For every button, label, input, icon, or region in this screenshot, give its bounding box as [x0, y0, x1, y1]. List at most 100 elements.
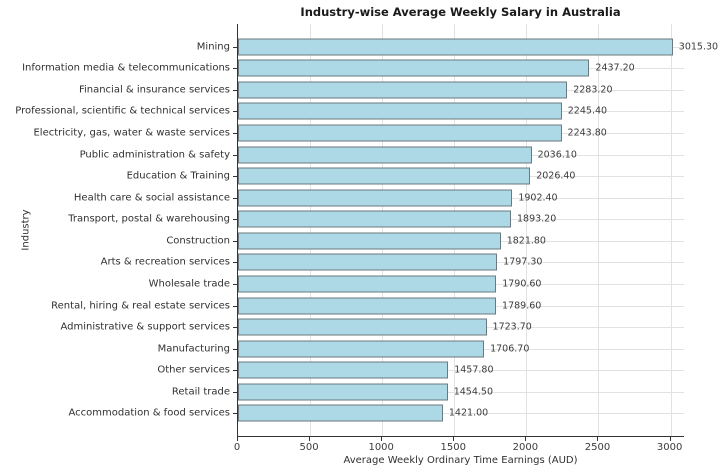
- y-tick-mark: [233, 176, 237, 178]
- category-label: Rental, hiring & real estate services: [51, 300, 230, 312]
- y-tick-mark: [233, 240, 237, 242]
- category-label: Wholesale trade: [148, 278, 230, 290]
- category-label: Accommodation & food services: [68, 407, 230, 419]
- x-axis: 0 500 1000 1500 2000 2500 3000: [233, 437, 684, 455]
- value-label: 1421.00: [448, 407, 489, 419]
- category-label: Financial & insurance services: [78, 84, 230, 96]
- bar-row: Rental, hiring & real estate services 178…: [51, 295, 684, 317]
- bar: [238, 297, 497, 315]
- value-label: 2283.20: [573, 84, 613, 96]
- y-axis-label: Industry: [20, 209, 32, 251]
- x-tick-mark: [453, 437, 455, 441]
- bar-row: Other services 1457.80: [157, 359, 684, 381]
- y-tick-mark: [233, 391, 237, 393]
- x-tick-mark: [381, 437, 383, 441]
- bar: [238, 253, 498, 271]
- category-label: Retail trade: [171, 386, 230, 398]
- category-label: Education & Training: [126, 170, 230, 182]
- x-tick-label: 0: [233, 442, 241, 453]
- x-tick-mark: [237, 437, 238, 441]
- vertical-gridline: [454, 24, 456, 436]
- value-label: 1706.70: [490, 343, 530, 355]
- value-label: 1790.60: [502, 278, 542, 290]
- bar-row: Public administration & safety 2036.10: [80, 144, 684, 166]
- bar-row: Retail trade 1454.50: [172, 381, 684, 403]
- category-label: Health care & social assistance: [73, 192, 230, 204]
- category-label: Information media & telecommunications: [22, 62, 230, 74]
- x-tick-label: 500: [299, 442, 319, 453]
- bar: [238, 340, 485, 358]
- value-label: 3015.30: [678, 41, 719, 53]
- bar-row: Financial & insurance services 2283.20: [79, 79, 684, 101]
- y-tick-mark: [233, 327, 237, 329]
- y-tick-mark: [233, 111, 237, 113]
- bar: [238, 81, 568, 99]
- horizontal-gridline: [238, 413, 684, 415]
- category-label: Other services: [157, 364, 230, 376]
- y-tick-mark: [233, 283, 237, 285]
- vertical-gridline: [526, 24, 528, 436]
- x-tick-label: 1500: [440, 442, 467, 453]
- bar: [238, 124, 562, 142]
- x-tick-mark: [525, 437, 527, 441]
- y-tick-mark: [233, 219, 237, 221]
- horizontal-gridline: [238, 370, 684, 372]
- x-tick-mark: [309, 437, 311, 441]
- vertical-gridline: [382, 24, 384, 436]
- bar: [238, 210, 511, 228]
- x-axis-label: Average Weekly Ordinary Time Earnings (A…: [343, 455, 578, 466]
- bar-row: Mining 3015.30: [197, 36, 718, 58]
- bar: [238, 318, 487, 336]
- category-label: Transport, postal & warehousing: [68, 213, 230, 225]
- y-tick-mark: [233, 262, 237, 264]
- y-tick-mark: [233, 370, 237, 372]
- x-tick-label: 2000: [512, 442, 539, 453]
- bar-row: Transport, postal & warehousing 1893.20: [68, 209, 684, 231]
- category-label: Arts & recreation services: [100, 256, 230, 268]
- x-tick-label: 3000: [656, 442, 683, 453]
- vertical-gridline: [598, 24, 600, 436]
- category-label: Administrative & support services: [60, 321, 230, 333]
- bar: [238, 59, 590, 77]
- bar-row: Health care & social assistance 1902.40: [74, 187, 684, 209]
- y-tick-mark: [233, 154, 237, 156]
- bar: [238, 102, 562, 120]
- y-tick-mark: [233, 68, 237, 70]
- value-label: 1797.30: [503, 256, 543, 268]
- value-label: 1457.80: [454, 364, 494, 376]
- category-label: Public administration & safety: [79, 149, 230, 161]
- value-label: 1902.40: [518, 192, 558, 204]
- value-label: 2437.20: [595, 62, 635, 74]
- x-tick-mark: [669, 437, 671, 441]
- value-label: 1789.60: [502, 300, 542, 312]
- y-tick-mark: [233, 46, 237, 48]
- category-label: Manufacturing: [157, 343, 230, 355]
- bar-row: Construction 1821.80: [166, 230, 684, 252]
- value-label: 2245.40: [567, 105, 608, 117]
- category-label: Professional, scientific & technical ser…: [15, 105, 230, 117]
- value-label: 2036.10: [537, 149, 577, 161]
- vertical-gridline: [310, 24, 312, 436]
- bar-row: Administrative & support services 1723.70: [60, 316, 684, 338]
- category-label: Mining: [196, 41, 230, 53]
- category-label: Construction: [166, 235, 230, 247]
- bar: [238, 167, 531, 185]
- value-label: 1821.80: [506, 235, 546, 247]
- bar: [238, 275, 497, 293]
- bar-row: Accommodation & food services 1421.00: [69, 403, 684, 425]
- bar: [238, 38, 673, 56]
- y-tick-mark: [233, 133, 237, 135]
- y-tick-mark: [233, 413, 237, 415]
- grid-layer: [238, 24, 684, 436]
- value-label: 2026.40: [536, 170, 576, 182]
- plot-area: Mining 3015.30 Information media & telecom…: [15, 24, 718, 437]
- value-label: 1454.50: [453, 386, 494, 398]
- bar-row: Professional, scientific & technical ser…: [15, 101, 684, 123]
- bar: [238, 383, 448, 401]
- x-tick-label: 1000: [368, 442, 394, 453]
- value-label: 1723.70: [492, 321, 532, 333]
- horizontal-gridline: [238, 391, 684, 393]
- y-tick-mark: [233, 305, 237, 307]
- bar: [238, 404, 443, 422]
